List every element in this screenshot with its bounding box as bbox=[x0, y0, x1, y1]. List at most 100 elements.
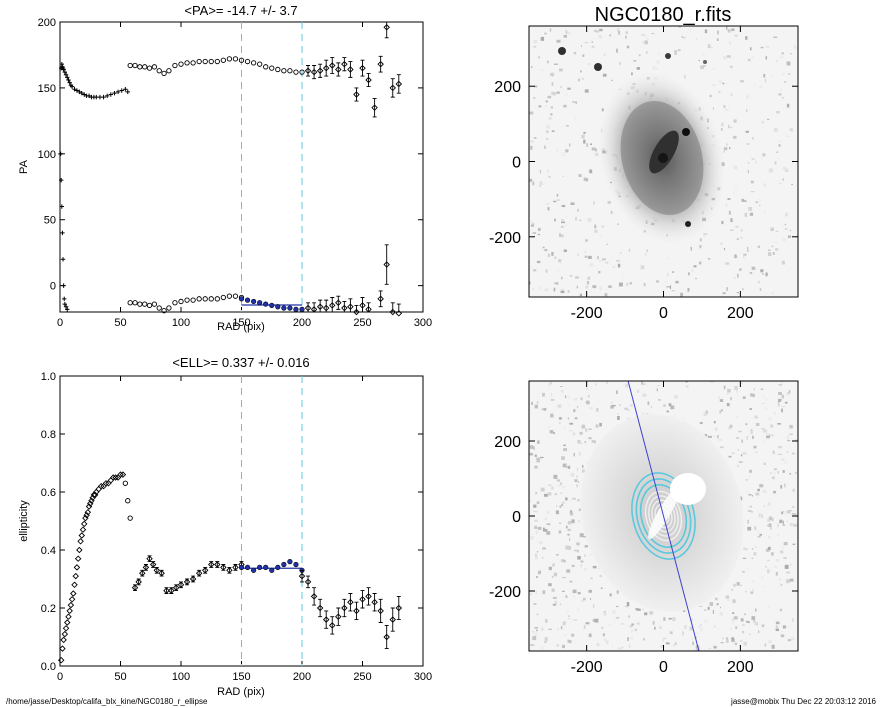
noise-speck bbox=[739, 496, 743, 501]
noise-speck bbox=[779, 397, 783, 400]
noise-speck bbox=[622, 274, 624, 276]
noise-speck bbox=[585, 285, 589, 289]
noise-speck bbox=[549, 430, 554, 434]
x-tick-label: 200 bbox=[727, 305, 754, 322]
noise-speck bbox=[569, 640, 572, 644]
noise-speck bbox=[595, 30, 600, 33]
data-point bbox=[190, 60, 196, 66]
noise-speck bbox=[560, 225, 564, 228]
error-bar bbox=[354, 304, 359, 313]
data-point bbox=[304, 578, 312, 586]
noise-speck bbox=[619, 252, 622, 254]
noise-speck bbox=[569, 429, 573, 432]
data-point bbox=[65, 613, 72, 620]
noise-speck bbox=[731, 639, 735, 642]
noise-speck bbox=[558, 484, 561, 487]
noise-speck bbox=[564, 223, 567, 227]
noise-speck bbox=[532, 288, 535, 290]
noise-speck bbox=[580, 563, 582, 568]
noise-speck bbox=[743, 253, 747, 256]
noise-speck bbox=[641, 33, 645, 37]
noise-speck bbox=[701, 65, 706, 67]
noise-speck bbox=[572, 595, 576, 598]
data-point bbox=[383, 24, 390, 31]
data-point bbox=[184, 60, 190, 66]
data-point bbox=[67, 601, 75, 609]
data-point bbox=[60, 257, 66, 262]
noise-speck bbox=[576, 475, 579, 478]
noise-speck bbox=[575, 117, 577, 121]
noise-speck bbox=[533, 603, 537, 605]
noise-speck bbox=[537, 570, 542, 575]
error-bar bbox=[336, 295, 341, 310]
data-point bbox=[178, 61, 184, 67]
noise-speck bbox=[567, 32, 571, 34]
noise-speck bbox=[717, 30, 719, 35]
noise-speck bbox=[686, 385, 689, 389]
noise-speck bbox=[656, 60, 661, 64]
noise-speck bbox=[549, 382, 553, 385]
data-point bbox=[383, 633, 390, 641]
noise-speck bbox=[784, 564, 789, 569]
isophote-ticks: -200 0 200 -200 0 200 bbox=[489, 381, 798, 676]
noise-speck bbox=[708, 647, 712, 649]
noise-speck bbox=[705, 410, 708, 415]
noise-speck bbox=[616, 27, 620, 32]
noise-speck bbox=[575, 542, 580, 546]
data-point bbox=[341, 304, 348, 312]
x-tick-label: 300 bbox=[414, 671, 432, 683]
noise-speck bbox=[568, 395, 571, 400]
noise-speck bbox=[792, 506, 795, 508]
data-point bbox=[151, 64, 158, 70]
data-point bbox=[316, 67, 324, 75]
isophote-panel: -200 0 200 -200 0 200 bbox=[489, 380, 799, 676]
noise-speck bbox=[733, 616, 738, 620]
data-point bbox=[146, 555, 153, 562]
data-point bbox=[347, 303, 354, 310]
noise-speck bbox=[728, 455, 732, 458]
noise-speck bbox=[612, 266, 616, 268]
noise-speck bbox=[781, 408, 783, 413]
data-point bbox=[104, 93, 110, 99]
noise-speck bbox=[567, 639, 570, 643]
noise-speck bbox=[646, 37, 649, 40]
noise-speck bbox=[547, 207, 550, 211]
noise-speck bbox=[617, 413, 619, 415]
data-point bbox=[322, 64, 330, 72]
noise-speck bbox=[569, 537, 571, 541]
noise-speck bbox=[629, 282, 633, 285]
noise-speck bbox=[760, 46, 764, 49]
data-point bbox=[202, 58, 208, 65]
noise-speck bbox=[601, 225, 605, 228]
noise-speck bbox=[757, 245, 760, 249]
noise-speck bbox=[549, 28, 552, 32]
error-bar bbox=[330, 57, 335, 74]
noise-speck bbox=[580, 45, 582, 47]
noise-speck bbox=[771, 476, 775, 480]
noise-speck bbox=[567, 87, 571, 90]
noise-speck bbox=[745, 590, 747, 593]
error-bar bbox=[366, 72, 371, 88]
noise-speck bbox=[561, 152, 566, 157]
data-point bbox=[232, 564, 239, 571]
noise-speck bbox=[569, 422, 574, 425]
noise-speck bbox=[740, 237, 743, 239]
noise-speck bbox=[749, 474, 751, 478]
noise-speck bbox=[562, 576, 566, 579]
noise-speck bbox=[536, 260, 541, 264]
data-point bbox=[389, 84, 396, 92]
noise-speck bbox=[571, 519, 575, 524]
noise-speck bbox=[750, 191, 755, 193]
noise-speck bbox=[575, 101, 577, 104]
noise-speck bbox=[745, 130, 750, 133]
data-point bbox=[151, 301, 158, 307]
noise-speck bbox=[769, 433, 774, 437]
noise-speck bbox=[718, 91, 721, 93]
noise-speck bbox=[606, 243, 608, 246]
noise-speck bbox=[753, 388, 755, 391]
data-point bbox=[127, 300, 133, 306]
noise-speck bbox=[789, 472, 791, 475]
noise-speck bbox=[768, 640, 773, 643]
data-point bbox=[214, 296, 220, 302]
